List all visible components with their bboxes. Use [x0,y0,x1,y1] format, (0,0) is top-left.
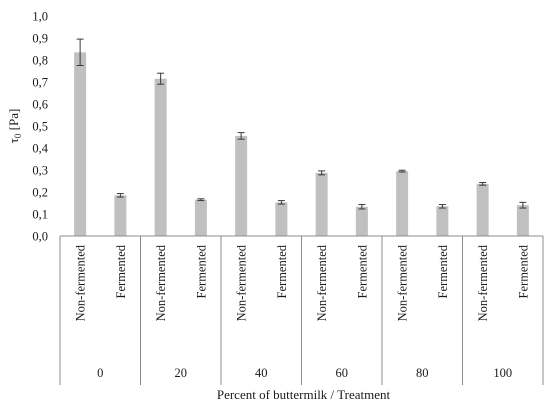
bar [516,205,529,236]
error-bar [358,204,366,210]
error-bar [237,132,245,140]
group-labels: 0 20 40 60 80 100 [97,366,512,380]
y-tick-label: 0,9 [32,32,48,46]
group-label: 60 [336,366,349,380]
bar [436,206,449,236]
bar [275,202,288,236]
category-label: Fermented [275,244,289,298]
y-axis-title: τ0 [Pa] [6,109,23,144]
bar [154,78,167,236]
bar [476,183,489,236]
category-label: Fermented [194,244,208,298]
category-label: Non-fermented [396,244,410,321]
y-tick-label: 0,4 [32,142,48,156]
category-label: Non-fermented [154,244,168,321]
error-bar [479,182,487,186]
y-tick-label: 0,3 [32,164,48,178]
bars [74,52,529,236]
error-bar [277,200,285,205]
error-bar [318,170,326,176]
error-bar [438,204,446,209]
x-axis-title: Percent of buttermilk / Treatment [217,387,391,402]
y-axis-ticks: 0,0 0,1 0,2 0,3 0,4 0,5 0,6 0,7 0,8 0,9 1,0 [32,10,48,244]
group-label: 20 [175,366,188,380]
error-bar [76,38,84,66]
group-label: 100 [493,366,512,380]
category-label: Non-fermented [315,244,329,321]
bar [396,171,409,236]
category-label: Fermented [436,244,450,298]
y-tick-label: 1,0 [32,10,48,24]
bar [194,199,207,236]
bar [114,195,127,236]
category-label: Fermented [516,244,530,298]
error-bar [398,169,406,173]
y-tick-label: 0,6 [32,98,48,112]
category-label: Non-fermented [74,244,88,321]
y-tick-label: 0,5 [32,120,48,134]
error-bars [76,38,527,210]
error-bar [157,72,165,85]
bar [315,172,328,236]
category-labels: Non-fermented Fermented Non-fermented Ferme… [74,244,531,321]
error-bar [116,193,124,198]
error-bar [197,198,205,202]
y-tick-label: 0,1 [32,208,48,222]
category-label: Non-fermented [476,244,490,321]
category-label: Non-fermented [235,244,249,321]
y-tick-label: 0,0 [32,230,48,244]
y-tick-label: 0,8 [32,54,48,68]
bar [355,206,368,236]
group-label: 40 [255,366,268,380]
y-tick-label: 0,2 [32,186,48,200]
axes [59,235,544,385]
bar [235,135,248,236]
y-tick-label: 0,7 [32,76,48,90]
bar [74,52,87,236]
error-bar [519,201,527,209]
group-label: 80 [416,366,429,380]
group-label: 0 [97,366,103,380]
category-label: Fermented [355,244,369,298]
category-label: Fermented [114,244,128,298]
